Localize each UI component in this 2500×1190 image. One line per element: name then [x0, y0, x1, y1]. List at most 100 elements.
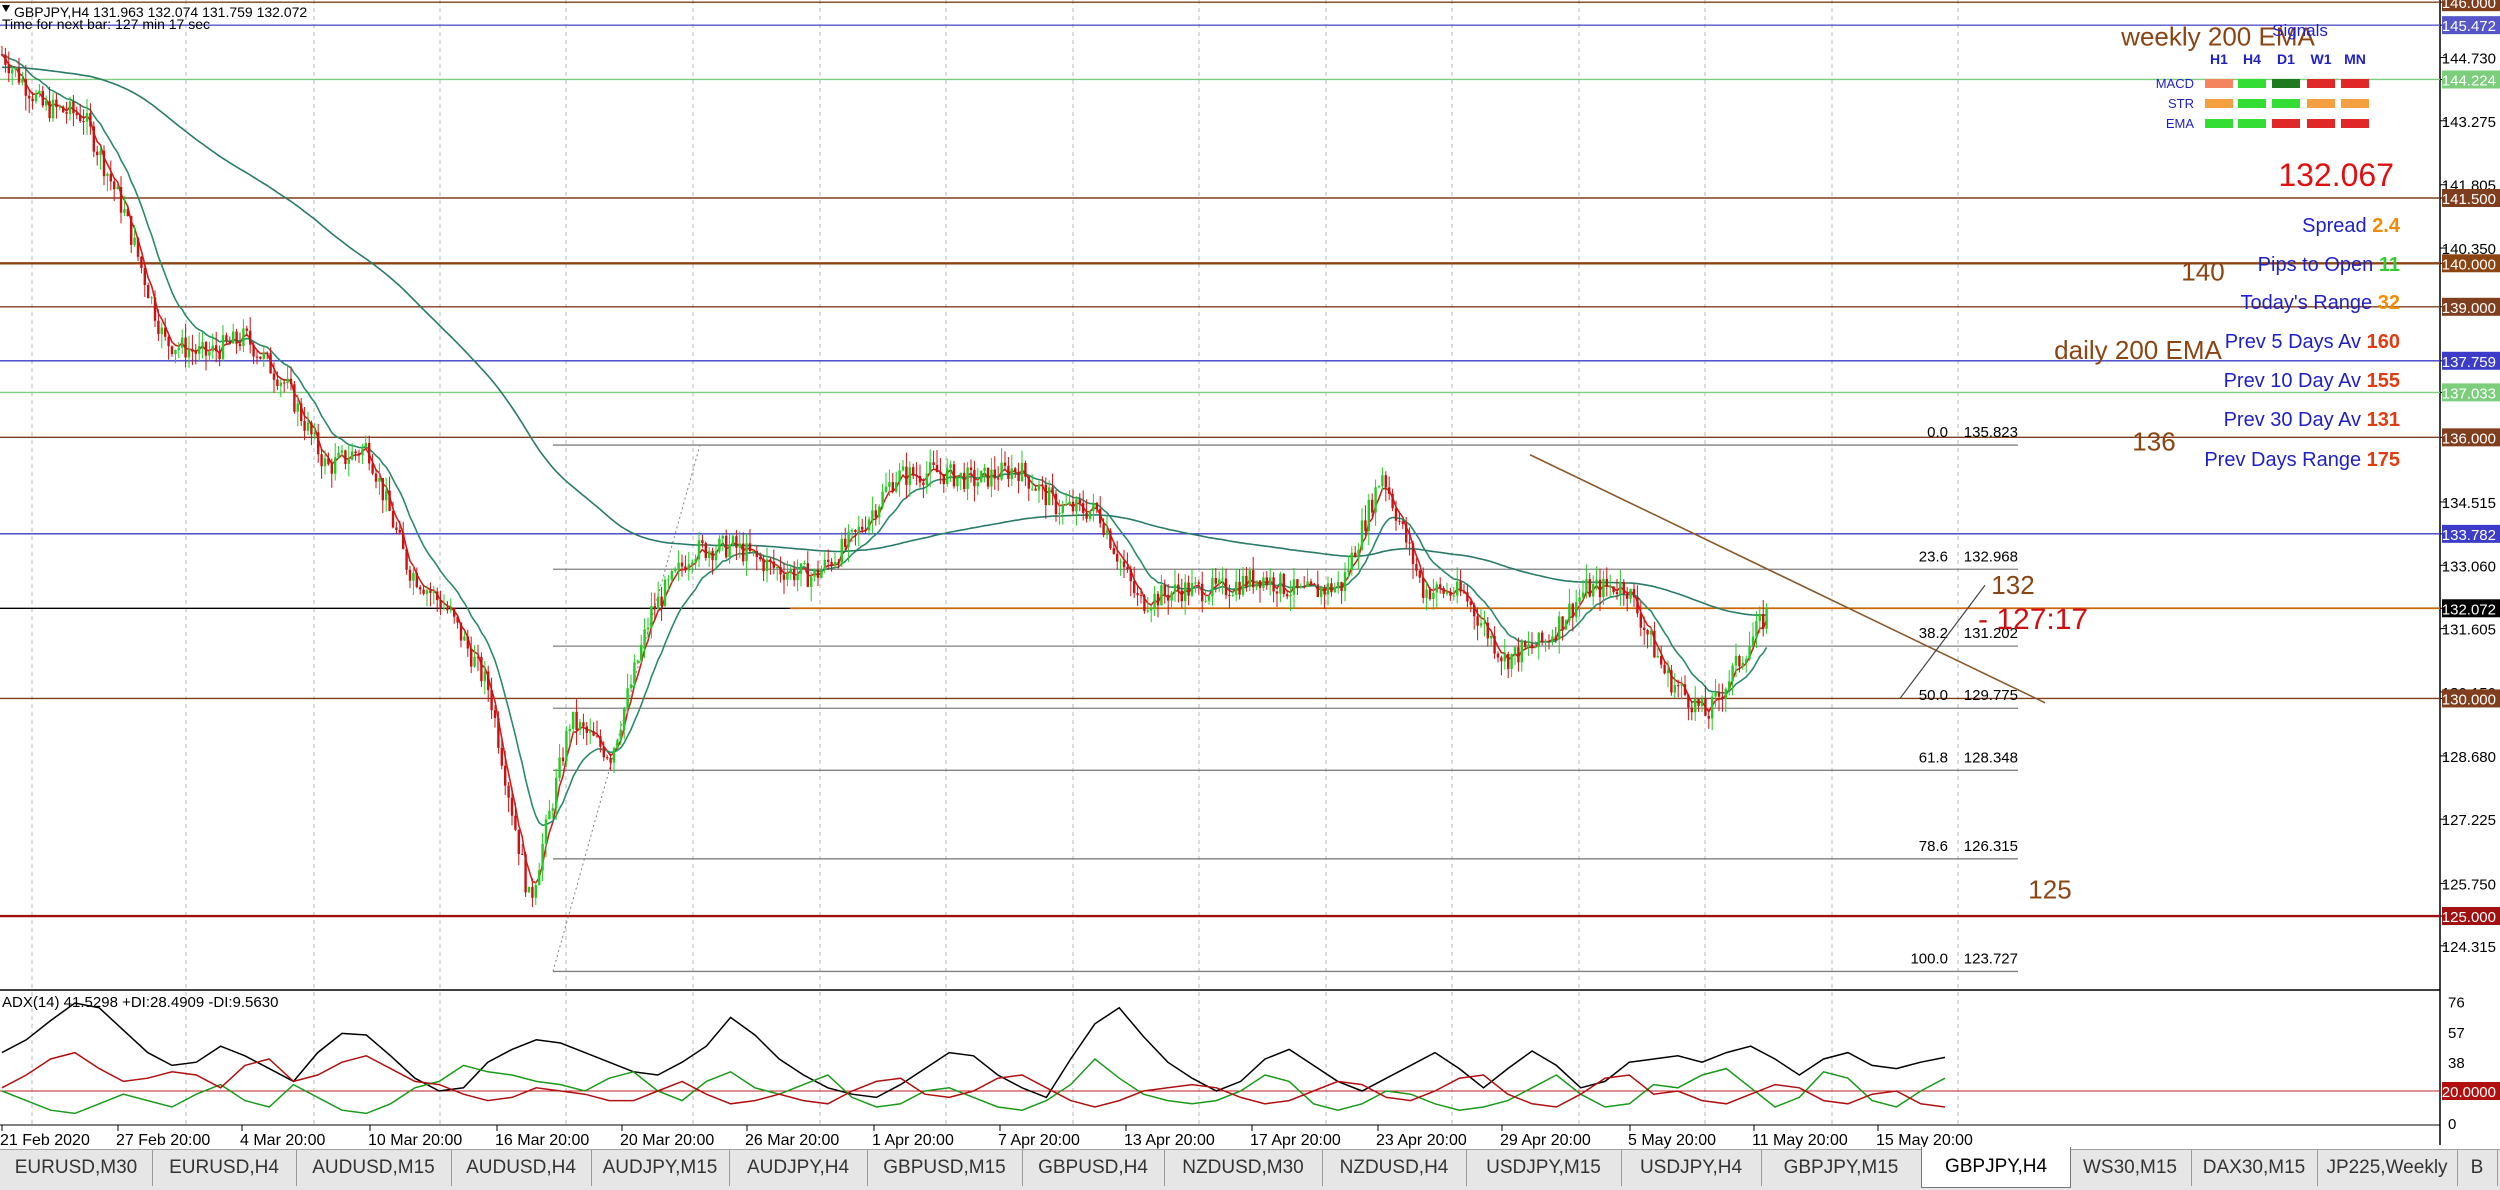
candle-body: [1058, 512, 1061, 514]
candle-body: [102, 150, 106, 177]
chart-tab-gbpusd-h4[interactable]: GBPUSD,H4: [1022, 1150, 1165, 1186]
chart-tab-dax30-m15[interactable]: DAX30,M15: [2191, 1150, 2318, 1186]
chart-tab-audjpy-m15[interactable]: AUDJPY,M15: [591, 1150, 730, 1186]
candle-body: [1728, 681, 1731, 689]
candle-body: [429, 590, 432, 593]
chart-tab-b[interactable]: B: [2457, 1150, 2498, 1186]
candle-body: [531, 886, 534, 898]
candle-body: [1116, 553, 1119, 562]
info-row-label: Prev 10 Day Av: [2224, 370, 2367, 392]
candle-body: [1371, 499, 1374, 513]
short-trend-line: [1899, 584, 1986, 699]
candle-body: [881, 491, 884, 507]
candle-body: [310, 422, 313, 435]
signal-column-header: D1: [2277, 51, 2295, 67]
candle-body: [667, 579, 670, 581]
chart-tab-gbpusd-m15[interactable]: GBPUSD,M15: [867, 1150, 1023, 1186]
candle-body: [1507, 653, 1510, 669]
chart-tab-usdjpy-m15[interactable]: USDJPY,M15: [1466, 1150, 1622, 1186]
candle-body: [130, 216, 133, 245]
indicator-series-line: [1, 1057, 1946, 1115]
candle-body: [929, 462, 932, 474]
candle-body: [317, 432, 320, 455]
time-axis-label: 29 Apr 20:00: [1500, 1132, 1591, 1149]
candle-body: [1748, 645, 1751, 660]
fib-level-value: 50.0: [1919, 687, 1948, 704]
candle-body: [1622, 581, 1625, 594]
candle-body: [1592, 584, 1595, 597]
chart-tab-eurusd-h4[interactable]: EURUSD,H4: [152, 1150, 297, 1186]
chart-tab-nzdusd-h4[interactable]: NZDUSD,H4: [1322, 1150, 1467, 1186]
chart-tab-audusd-h4[interactable]: AUDUSD,H4: [451, 1150, 592, 1186]
candle-body: [786, 573, 789, 580]
candle-body: [1194, 582, 1197, 584]
candle-body: [1677, 685, 1680, 687]
chart-tab-gbpjpy-m15[interactable]: GBPJPY,M15: [1761, 1150, 1922, 1186]
chart-tab-gbpjpy-h4[interactable]: GBPJPY,H4: [1921, 1147, 2071, 1188]
chart-tab-nzdusd-m30[interactable]: NZDUSD,M30: [1164, 1150, 1323, 1186]
candle-body: [143, 267, 146, 286]
candle-body: [663, 579, 667, 607]
chart-tab-audusd-m15[interactable]: AUDUSD,M15: [296, 1150, 452, 1186]
candle-body: [1415, 563, 1418, 571]
candle-body: [728, 544, 731, 558]
candle-body: [1734, 655, 1738, 666]
fib-price-value: 129.775: [1964, 687, 2018, 704]
chart-tab-eurusd-m30[interactable]: EURUSD,M30: [0, 1150, 153, 1186]
candle-body: [476, 656, 480, 658]
candle-body: [918, 475, 922, 483]
candle-body: [374, 473, 378, 482]
candle-body: [534, 885, 537, 898]
candle-body: [762, 559, 765, 572]
candle-body: [153, 297, 157, 321]
candle-body: [1041, 484, 1044, 486]
price-tick-label: 125.750: [2442, 876, 2496, 893]
signal-column-header: H4: [2243, 51, 2261, 67]
signal-indicator-box: [2238, 119, 2266, 128]
candle-body: [221, 335, 225, 360]
chart-tab-usdjpy-h4[interactable]: USDJPY,H4: [1621, 1150, 1762, 1186]
info-row-label: Spread: [2302, 215, 2372, 237]
candle-body: [1571, 603, 1574, 617]
candle-body: [113, 181, 116, 190]
candle-body: [388, 490, 391, 511]
price-label-box: [2442, 0, 2500, 12]
candle-body: [150, 297, 153, 299]
candle-body: [68, 101, 72, 114]
candle-body: [1530, 644, 1534, 648]
candle-body: [354, 451, 357, 454]
info-row-value: 2.4: [2372, 215, 2401, 237]
candle-body: [395, 527, 398, 530]
chart-tab-jp225-weekly[interactable]: JP225,Weekly: [2317, 1150, 2458, 1186]
candle-body: [1656, 655, 1659, 658]
candle-body: [157, 320, 160, 335]
candle-body: [871, 510, 874, 520]
candle-body: [1245, 575, 1248, 587]
candle-body: [1643, 627, 1646, 631]
candle-body: [303, 421, 306, 431]
dropdown-triangle-icon[interactable]: [2, 5, 10, 12]
candle-body: [643, 629, 646, 645]
candle-body: [674, 568, 677, 572]
candle-body: [79, 115, 82, 121]
candle-body: [334, 457, 337, 474]
info-row-label: Today's Range: [2241, 292, 2378, 314]
fib-level-value: 38.2: [1919, 625, 1948, 642]
candle-body: [912, 467, 915, 476]
candle-body: [1133, 581, 1136, 594]
candle-body: [126, 209, 129, 217]
candle-body: [864, 529, 867, 531]
price-level-label: 140.000: [2442, 256, 2496, 273]
candle-body: [589, 731, 592, 733]
candle-body: [1517, 647, 1520, 663]
candle-body: [857, 526, 860, 533]
chart-tab-ws30-m15[interactable]: WS30,M15: [2069, 1150, 2192, 1186]
signal-row-label: MACD: [2156, 76, 2194, 91]
fib-level-value: 78.6: [1919, 838, 1948, 855]
chart-tab-audjpy-h4[interactable]: AUDJPY,H4: [729, 1150, 868, 1186]
candle-body: [228, 341, 231, 344]
candle-body: [1017, 471, 1020, 482]
candle-body: [58, 106, 61, 108]
info-row-prevdays: Prev Days Range 175: [2204, 449, 2400, 471]
